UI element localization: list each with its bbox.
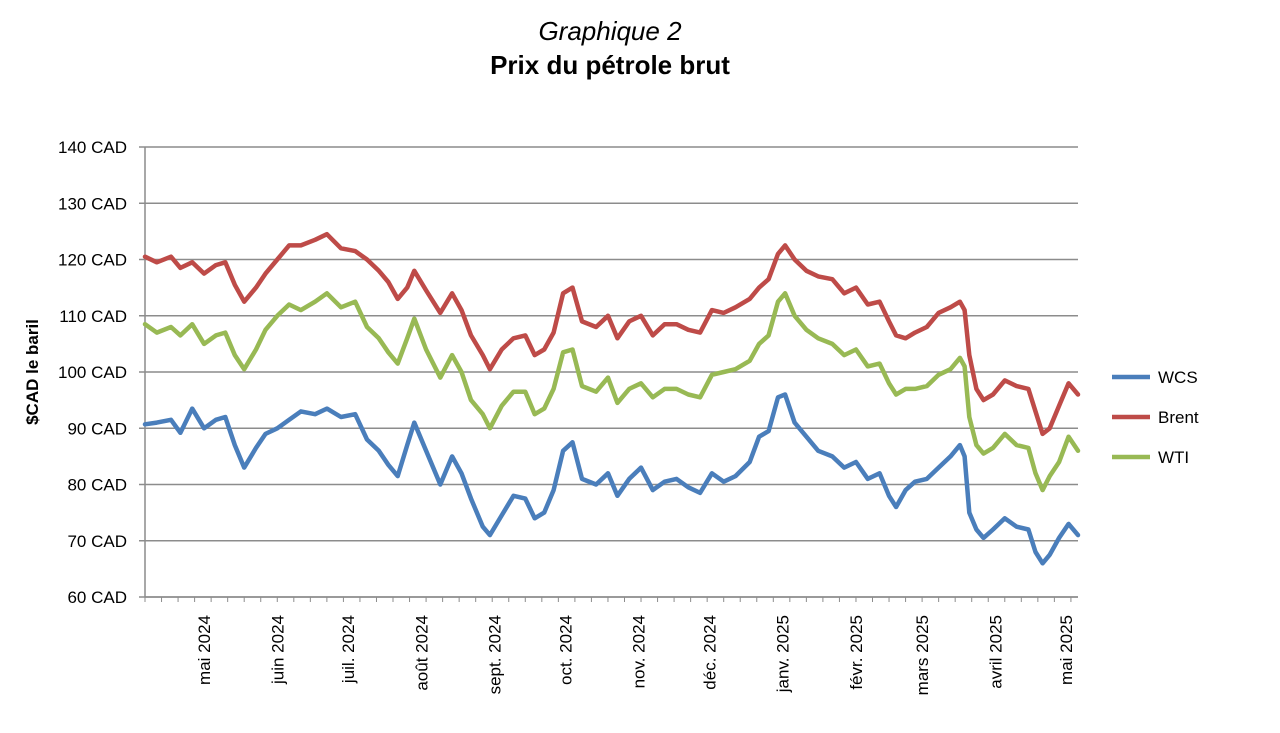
grid-lines [139,146,1078,598]
y-tick-label: 60 CAD [67,588,127,607]
legend-label-wti: WTI [1158,448,1189,467]
axes [144,147,1078,602]
series-line-wcs [142,392,1081,566]
x-tick-label: mars 2025 [913,615,932,695]
x-tick-label: oct. 2024 [556,615,575,685]
y-tick-label: 90 CAD [67,419,127,438]
y-tick-label: 80 CAD [67,476,127,495]
x-tick-label: janv. 2025 [774,615,793,693]
series-lines [142,231,1081,566]
x-tick-label: nov. 2024 [630,615,649,688]
legend-label-brent: Brent [1158,408,1199,427]
chart-subtitle: Graphique 2 [538,16,682,46]
x-tick-label: juin 2024 [268,615,287,685]
y-tick-label: 130 CAD [58,194,127,213]
x-tick-label: avril 2025 [986,615,1005,689]
y-axis-label: $CAD le baril [23,319,42,425]
y-tick-label: 110 CAD [59,307,127,326]
y-tick-label: 70 CAD [67,532,127,551]
y-tick-label: 120 CAD [58,251,127,270]
x-tick-label: sept. 2024 [486,615,505,694]
x-tick-label: mai 2025 [1057,615,1076,685]
y-axis-ticks: 60 CAD 70 CAD 80 CAD 90 CAD 100 CAD 110 CAD 12… [58,138,127,607]
x-tick-label: déc. 2024 [701,615,720,690]
legend-label-wcs: WCS [1158,368,1198,387]
x-tick-label: août 2024 [412,615,431,691]
y-tick-label: 100 CAD [58,363,127,382]
x-tick-label: mai 2024 [195,615,214,685]
chart-title: Prix du pétrole brut [490,50,730,80]
series-line-brent [142,231,1081,437]
x-axis-ticks: mai 2024 juin 2024 juil. 2024 août 2024 sept… [195,615,1076,695]
chart-title-block: Graphique 2 Prix du pétrole brut [0,14,1220,82]
x-tick-label: juil. 2024 [339,615,358,684]
x-tick-label: févr. 2025 [847,615,866,690]
series-line-wti [142,291,1081,493]
y-tick-label: 140 CAD [58,138,127,157]
legend: WCS Brent WTI [1112,368,1199,467]
